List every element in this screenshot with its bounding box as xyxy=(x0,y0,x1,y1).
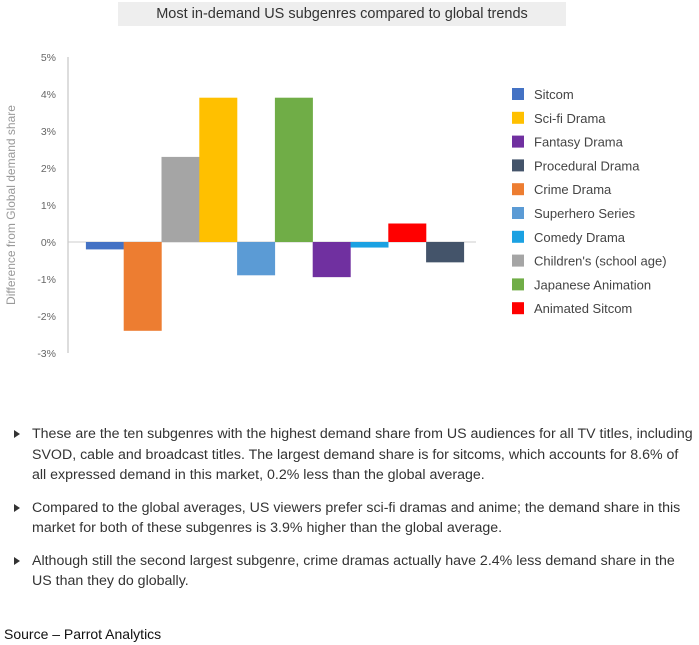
legend-swatch xyxy=(512,302,524,315)
y-tick-label: 4% xyxy=(41,89,56,101)
note-item: Compared to the global averages, US view… xyxy=(14,498,694,539)
y-tick-label: -3% xyxy=(37,348,56,360)
bar-procedural-drama xyxy=(426,242,465,263)
legend-label: Animated Sitcom xyxy=(534,301,632,316)
legend-swatch xyxy=(512,278,524,291)
legend-label: Japanese Animation xyxy=(534,277,651,292)
y-tick-label: 2% xyxy=(41,163,56,175)
chart-title: Most in-demand US subgenres compared to … xyxy=(156,6,528,22)
bar-children-s-school-age xyxy=(161,156,200,242)
legend-swatch xyxy=(512,88,524,100)
bar-sci-fi-drama xyxy=(199,97,238,242)
y-tick-label: 0% xyxy=(41,237,56,249)
legend-swatch xyxy=(512,183,524,196)
legend-label: Children's (school age) xyxy=(534,254,667,269)
notes-list: These are the ten subgenres with the hig… xyxy=(14,424,694,604)
legend-label: Crime Drama xyxy=(534,182,612,197)
bar-crime-drama xyxy=(123,242,162,331)
bullet-triangle-icon xyxy=(14,430,20,438)
y-tick-label: 1% xyxy=(41,200,56,212)
legend-swatch xyxy=(512,159,524,172)
bar-japanese-animation xyxy=(274,97,313,242)
legend-swatch xyxy=(512,230,524,243)
legend-swatch xyxy=(512,111,524,124)
legend-label: Fantasy Drama xyxy=(534,135,624,150)
note-item: These are the ten subgenres with the hig… xyxy=(14,424,694,486)
note-text: These are the ten subgenres with the hig… xyxy=(32,426,693,483)
note-item: Although still the second largest subgen… xyxy=(14,551,694,592)
y-tick-label: 5% xyxy=(41,52,56,64)
bar-comedy-drama xyxy=(350,242,389,248)
legend-label: Sitcom xyxy=(534,87,574,102)
legend-label: Sci-fi Drama xyxy=(534,111,606,126)
y-tick-label: 3% xyxy=(41,126,56,138)
bar-chart: 5% 4% 3% 2% 1% 0% -1% -2% -3% Difference from Glo… xyxy=(4,52,667,360)
bullet-triangle-icon xyxy=(14,556,20,565)
note-text: Compared to the global averages, US view… xyxy=(32,499,681,537)
y-axis-label: Difference from Global demand share xyxy=(4,105,18,305)
legend-label: Procedural Drama xyxy=(534,158,640,173)
chart-title-box: Most in-demand US subgenres compared to … xyxy=(118,2,566,26)
legend-swatch xyxy=(512,207,524,219)
bar-superhero-series xyxy=(237,242,276,276)
note-text: Although still the second largest subgen… xyxy=(32,552,675,590)
bullet-triangle-icon xyxy=(14,503,20,512)
legend-swatch xyxy=(512,254,524,267)
y-tick-label: -1% xyxy=(37,274,56,286)
source-caption: Source – Parrot Analytics xyxy=(4,626,162,642)
legend-swatch xyxy=(512,135,524,148)
legend-label: Superhero Series xyxy=(534,206,636,221)
bar-fantasy-drama xyxy=(312,242,351,278)
bar-animated-sitcom xyxy=(388,223,427,242)
bar-sitcom xyxy=(85,242,124,250)
legend-label: Comedy Drama xyxy=(534,230,626,245)
y-tick-label: -2% xyxy=(37,311,56,323)
